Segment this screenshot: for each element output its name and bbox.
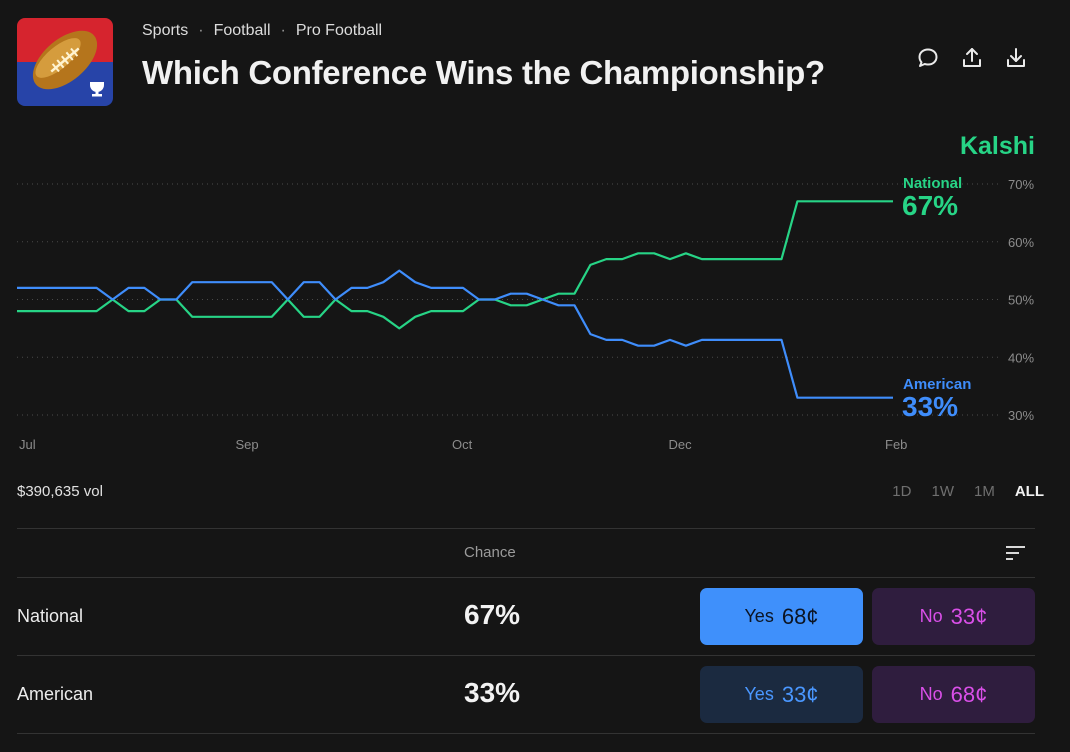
legend-american-value: 33% <box>902 391 959 422</box>
national-no-button[interactable]: No 33¢ <box>872 588 1035 645</box>
series-line-american <box>17 269 893 399</box>
no-label: No <box>919 684 943 704</box>
y-tick-label: 40% <box>1008 350 1034 365</box>
divider <box>17 733 1035 734</box>
outcome-american-chance: 33% <box>464 677 521 708</box>
x-tick-label: Jul <box>19 437 36 452</box>
breadcrumb-football[interactable]: Football <box>213 22 271 39</box>
sort-icon[interactable] <box>1006 545 1026 561</box>
no-price: 33¢ <box>950 603 988 629</box>
range-1d[interactable]: 1D <box>892 483 912 500</box>
market-logo <box>17 18 113 106</box>
breadcrumb-sports[interactable]: Sports <box>142 22 189 39</box>
x-tick-label: Feb <box>885 437 907 452</box>
breadcrumb-separator: · <box>198 22 204 39</box>
volume-label: $390,635 vol <box>17 483 103 500</box>
price-chart: 70% 60% 50% 40% 30% Jul Sep Oct Dec Feb <box>17 177 1034 452</box>
yes-price: 68¢ <box>781 603 819 629</box>
y-tick-label: 50% <box>1008 293 1034 308</box>
y-tick-label: 30% <box>1008 408 1034 423</box>
national-yes-button[interactable]: Yes 68¢ <box>700 588 863 645</box>
y-tick-label: 60% <box>1008 235 1034 250</box>
range-1m[interactable]: 1M <box>973 483 995 500</box>
divider <box>17 528 1035 529</box>
y-tick-label: 70% <box>1008 177 1034 192</box>
no-label: No <box>919 606 943 626</box>
outcome-national-name: National <box>17 606 84 626</box>
time-range-selector: 1D 1W 1M ALL <box>892 483 1044 500</box>
yes-price: 33¢ <box>781 681 819 707</box>
chance-column-header: Chance <box>464 544 516 561</box>
legend-national-value: 67% <box>902 190 959 221</box>
divider <box>17 655 1035 656</box>
outcome-american-name: American <box>17 684 94 704</box>
header-actions <box>916 46 1028 70</box>
range-1w[interactable]: 1W <box>931 483 954 500</box>
page-title: Which Conference Wins the Championship? <box>142 54 825 91</box>
x-tick-label: Oct <box>452 437 473 452</box>
download-icon[interactable] <box>1004 46 1028 70</box>
legend-american-name: American <box>903 376 972 393</box>
x-tick-label: Sep <box>236 437 259 452</box>
breadcrumb-pro-football[interactable]: Pro Football <box>295 22 383 39</box>
breadcrumb: Sports · Football · Pro Football <box>142 22 382 40</box>
yes-label: Yes <box>744 684 774 704</box>
kalshi-brand: Kalshi <box>959 132 1035 160</box>
range-all[interactable]: ALL <box>1014 483 1044 500</box>
x-tick-label: Dec <box>669 437 693 452</box>
outcome-national-chance: 67% <box>464 599 521 630</box>
yes-label: Yes <box>744 606 774 626</box>
comment-icon[interactable] <box>916 46 940 70</box>
no-price: 68¢ <box>950 681 988 707</box>
american-no-button[interactable]: No 68¢ <box>872 666 1035 723</box>
series-line-national <box>17 200 893 330</box>
american-yes-button[interactable]: Yes 33¢ <box>700 666 863 723</box>
divider <box>17 577 1035 578</box>
legend-national-name: National <box>903 175 963 192</box>
share-icon[interactable] <box>960 46 984 70</box>
breadcrumb-separator: · <box>280 22 286 39</box>
